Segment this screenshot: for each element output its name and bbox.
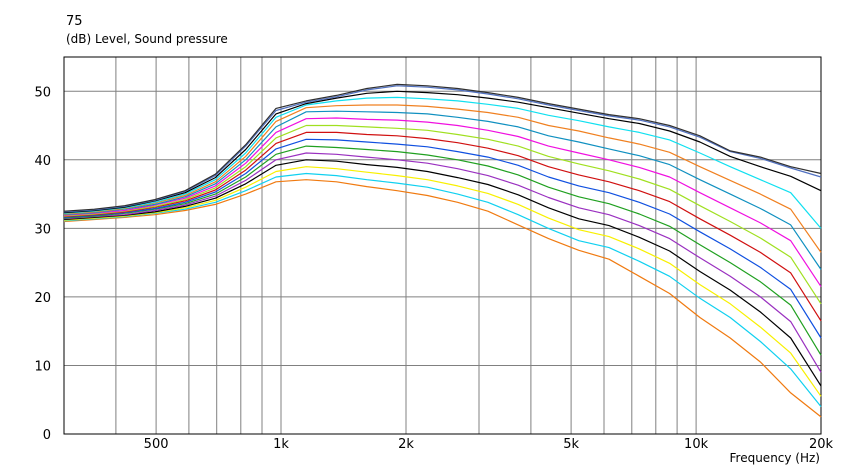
- series-line: [63, 159, 822, 387]
- x-tick-label: 20k: [809, 437, 834, 452]
- y-tick-label: 50: [34, 85, 51, 100]
- plot-frame: [63, 56, 822, 435]
- grid: [64, 57, 821, 434]
- series-line: [63, 83, 822, 212]
- y-axis-title: (dB) Level, Sound pressure: [66, 32, 228, 46]
- x-tick-label: 10k: [684, 437, 709, 452]
- x-tick-label: 2k: [398, 437, 414, 452]
- series-line: [63, 138, 822, 339]
- y-max-label: 75: [66, 14, 83, 29]
- y-tick-label: 0: [43, 428, 51, 443]
- y-tick-label: 30: [34, 222, 51, 237]
- series-line: [63, 85, 822, 213]
- series-lines: [63, 83, 822, 418]
- series-line: [63, 90, 822, 214]
- series-line: [63, 117, 822, 287]
- axis-ticks: 0 10 20 30 40 50 500 1k 2k 5k 10k 20k: [34, 85, 833, 452]
- x-tick-label: 500: [144, 437, 169, 452]
- x-axis-title: Frequency (Hz): [730, 451, 821, 465]
- series-line: [63, 96, 822, 229]
- y-tick-label: 20: [34, 291, 51, 306]
- series-line: [63, 131, 822, 322]
- y-tick-label: 40: [34, 154, 51, 169]
- series-line: [63, 166, 822, 397]
- series-line: [63, 110, 822, 270]
- series-line: [63, 152, 822, 373]
- series-line: [63, 145, 822, 356]
- series-line: [63, 179, 822, 418]
- series-line: [63, 124, 822, 305]
- series-line: [63, 104, 822, 253]
- x-tick-label: 1k: [273, 437, 289, 452]
- series-line: [63, 172, 822, 407]
- x-tick-label: 5k: [563, 437, 579, 452]
- y-tick-label: 10: [34, 360, 51, 375]
